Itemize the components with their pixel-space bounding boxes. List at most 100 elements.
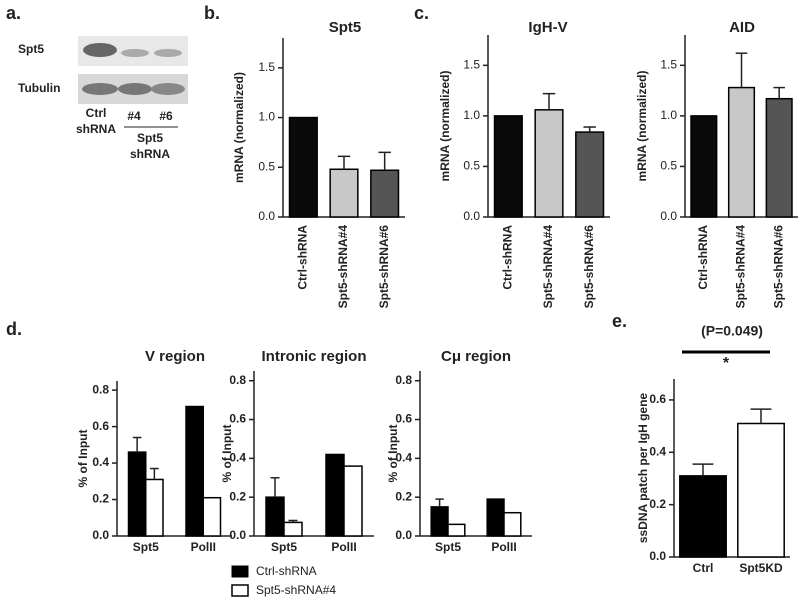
legend-label: Spt5-shRNA#4: [256, 583, 336, 597]
error-bar: [750, 408, 772, 424]
legend-swatch: [231, 565, 249, 578]
y-tick-label: 0.6: [395, 412, 412, 426]
annotation: (P=0.049): [701, 323, 763, 339]
bar: [185, 405, 204, 537]
x-tick-label: Spt5-shRNA#4: [734, 225, 748, 309]
blot-band: [83, 43, 117, 57]
y-axis-label: % of Input: [386, 425, 400, 483]
bar: [679, 475, 727, 558]
annotation: *: [723, 355, 730, 372]
y-tick-label: 0.2: [649, 497, 666, 511]
x-tick-label: Spt5-shRNA#6: [582, 225, 596, 309]
bar: [575, 131, 605, 218]
error-bar: [288, 519, 298, 523]
y-tick-label: 0.2: [395, 489, 412, 503]
y-tick-label: 0.2: [92, 492, 109, 506]
y-tick-label: 0.6: [92, 419, 109, 433]
bar: [288, 116, 318, 218]
chart-title: V region: [145, 348, 205, 365]
blot-lane-label: Ctrl: [86, 106, 107, 120]
bar: [737, 422, 785, 558]
blot-band: [118, 83, 152, 95]
bar: [325, 453, 345, 537]
y-axis-label: mRNA (normalized): [232, 72, 246, 183]
x-tick-label: PolII: [491, 540, 516, 554]
y-tick-label: 0.0: [229, 528, 246, 542]
y-tick-label: 0.5: [258, 159, 275, 173]
blot-band: [151, 83, 185, 95]
error-bar: [773, 86, 785, 99]
bar: [145, 478, 164, 537]
y-tick-label: 1.5: [258, 60, 275, 74]
error-bar: [542, 92, 556, 110]
y-axis-label: % of Input: [220, 425, 234, 483]
error-bar: [692, 463, 714, 476]
y-tick-label: 0.4: [649, 444, 666, 458]
bar: [503, 511, 522, 537]
x-tick-label: Ctrl-shRNA: [501, 225, 515, 290]
y-tick-label: 0.0: [92, 528, 109, 542]
y-tick-label: 0.5: [463, 159, 480, 173]
blot-row-label: Spt5: [18, 42, 44, 56]
error-bar: [583, 126, 596, 133]
y-tick-label: 0.4: [395, 451, 412, 465]
panel-label: a.: [6, 3, 21, 23]
panel-label: b.: [204, 3, 220, 23]
y-tick-label: 1.0: [463, 108, 480, 122]
legend-swatch: [231, 584, 249, 597]
blot-lane-label: #6: [159, 109, 173, 123]
y-tick-label: 1.0: [258, 110, 275, 124]
x-tick-label: Spt5: [271, 540, 297, 554]
bar: [127, 451, 147, 537]
bar: [486, 498, 505, 537]
bar: [343, 465, 363, 537]
error-bar: [150, 467, 159, 480]
panel-label: c.: [414, 3, 429, 23]
bar: [765, 97, 793, 218]
legend-label: Ctrl-shRNA: [256, 564, 317, 578]
blot-lane-label: shRNA: [76, 122, 116, 136]
x-tick-label: Spt5: [435, 540, 461, 554]
bar: [727, 86, 756, 218]
y-axis-label: % of Input: [76, 430, 90, 488]
bar: [430, 506, 449, 537]
bar: [202, 496, 222, 537]
y-tick-label: 0.6: [649, 392, 666, 406]
y-tick-label: 1.5: [660, 58, 677, 72]
y-tick-label: 0.2: [229, 489, 246, 503]
x-tick-label: PolII: [331, 540, 356, 554]
x-tick-label: Spt5-shRNA#6: [771, 225, 785, 309]
x-tick-label: Spt5KD: [739, 561, 783, 575]
bar: [690, 115, 718, 218]
blot-band: [121, 49, 149, 57]
chart-title: Spt5: [329, 19, 362, 36]
x-tick-label: Ctrl-shRNA: [296, 225, 310, 290]
chart-title: Intronic region: [262, 348, 367, 365]
error-bar: [378, 151, 391, 171]
blot-band: [82, 83, 118, 95]
y-tick-label: 0.8: [229, 373, 246, 387]
y-tick-label: 1.5: [463, 58, 480, 72]
error-bar: [337, 155, 351, 170]
error-bar: [270, 477, 280, 498]
panel-label: d.: [6, 319, 22, 339]
y-tick-label: 0.0: [463, 209, 480, 223]
chart-title: AID: [729, 19, 755, 36]
bar: [265, 496, 285, 537]
y-tick-label: 0.8: [92, 382, 109, 396]
y-axis-label: mRNA (normalized): [438, 71, 452, 182]
bar: [534, 109, 564, 218]
y-tick-label: 0.0: [258, 209, 275, 223]
x-tick-label: PolII: [191, 540, 216, 554]
chart-title: Cμ region: [441, 348, 511, 365]
y-axis-label: mRNA (normalized): [635, 71, 649, 182]
x-tick-label: Spt5-shRNA#4: [541, 225, 555, 309]
bar: [493, 115, 523, 218]
x-tick-label: Spt5: [133, 540, 159, 554]
y-tick-label: 1.0: [660, 108, 677, 122]
x-tick-label: Ctrl-shRNA: [696, 225, 710, 290]
bar: [329, 168, 359, 218]
y-tick-label: 0.0: [649, 549, 666, 563]
